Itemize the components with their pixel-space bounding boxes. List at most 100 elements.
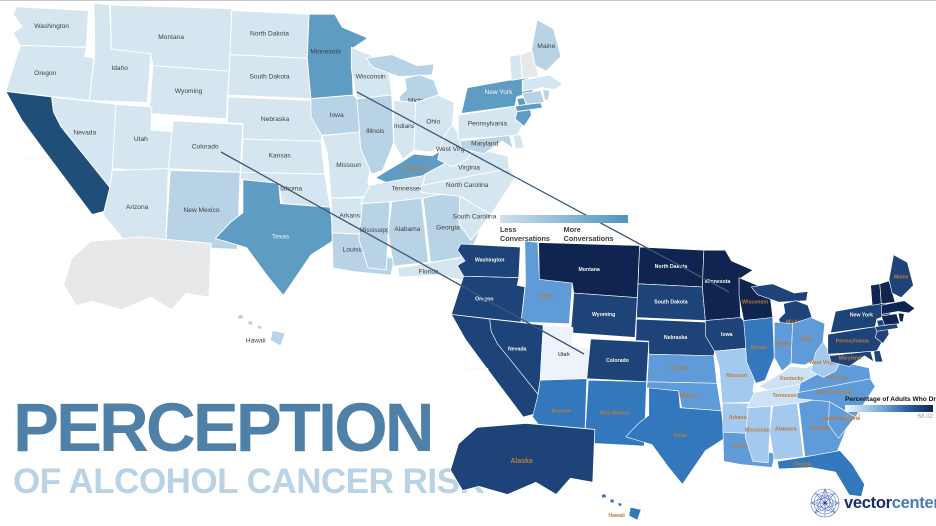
state-label-me: Maine bbox=[894, 274, 909, 280]
state-label-md: Maryland bbox=[839, 356, 862, 362]
state-label-ca: California bbox=[465, 367, 489, 373]
state-in bbox=[773, 321, 793, 372]
state-label-tx: Texas bbox=[272, 233, 290, 240]
state-label-ca: California bbox=[22, 154, 50, 161]
state-label-pa: Pennsylvania bbox=[836, 339, 869, 345]
state-label-id: Idaho bbox=[539, 293, 553, 299]
state-ct bbox=[521, 90, 545, 105]
state-tx bbox=[625, 387, 725, 485]
state-hi bbox=[628, 506, 642, 521]
state-label-tn: Tennessee bbox=[772, 393, 799, 399]
drinking-legend: Percentage of Adults Who Drink 26.62 68.… bbox=[845, 396, 936, 420]
state-mi bbox=[365, 54, 435, 78]
state-label-ok: Oklahoma bbox=[673, 393, 698, 399]
drinking-legend-gradient bbox=[845, 405, 933, 412]
state-label-mt: Montana bbox=[578, 267, 599, 273]
vectorcenter-logo: vectorcenter™ bbox=[809, 487, 936, 519]
state-hi bbox=[247, 319, 254, 326]
state-label-ks: Kansas bbox=[670, 366, 689, 372]
state-label-ia: Iowa bbox=[330, 112, 344, 119]
state-label-mo: Missouri bbox=[726, 373, 748, 379]
state-label-ak: Alaska bbox=[510, 458, 532, 465]
state-label-hi: Hawaii bbox=[608, 513, 625, 519]
state-label-co: Colorado bbox=[606, 358, 629, 364]
state-label-pa: Pennsylvania bbox=[468, 120, 508, 127]
state-label-nc: North Carolina bbox=[446, 182, 489, 189]
state-md bbox=[829, 350, 874, 367]
state-fl bbox=[776, 450, 865, 497]
vectorcenter-wordmark: vectorcenter™ bbox=[844, 494, 936, 513]
state-label-in: Indiana bbox=[394, 123, 416, 130]
state-label-id: Idaho bbox=[111, 65, 128, 72]
state-label-ga: Georgia bbox=[810, 425, 830, 431]
state-label-va: Virginia bbox=[458, 165, 480, 172]
state-label-wa: Washington bbox=[475, 258, 505, 264]
state-ak bbox=[449, 422, 596, 495]
state-label-ga: Georgia bbox=[436, 224, 460, 231]
state-label-la: Louisiana bbox=[732, 444, 756, 450]
title-block: PERCEPTION OF ALCOHOL CANCER RISK bbox=[13, 393, 485, 501]
state-label-il: Illinois bbox=[366, 128, 385, 135]
state-hi bbox=[257, 324, 263, 330]
state-label-nv: Nevada bbox=[73, 130, 96, 137]
state-label-nc: North Carolina bbox=[817, 390, 853, 396]
state-label-ks: Kansas bbox=[269, 153, 292, 160]
state-label-mt: Montana bbox=[158, 34, 184, 41]
state-label-co: Colorado bbox=[192, 143, 219, 150]
state-label-wy: Wyoming bbox=[175, 88, 203, 95]
state-label-ia: Iowa bbox=[721, 332, 733, 338]
state-label-tx: Texas bbox=[673, 433, 687, 439]
state-label-ny: New York bbox=[850, 313, 873, 319]
state-hi bbox=[617, 502, 623, 507]
state-il bbox=[743, 317, 775, 384]
state-label-ms: Mississippi bbox=[745, 427, 774, 433]
state-label-wv: West Virginia bbox=[809, 360, 842, 366]
state-label-or: Oregon bbox=[475, 297, 493, 303]
state-label-tn: Tennessee bbox=[391, 186, 423, 193]
state-label-sd: South Dakota bbox=[654, 300, 688, 306]
legend-more-label: More Conversations bbox=[563, 225, 614, 243]
state-me bbox=[888, 254, 914, 298]
state-label-hi: Hawaii bbox=[246, 337, 266, 344]
state-label-sc: South Carolina bbox=[823, 416, 860, 422]
drinking-legend-title: Percentage of Adults Who Drink bbox=[845, 396, 936, 403]
state-label-wa: Washington bbox=[34, 23, 69, 30]
state-label-il: Illinois bbox=[751, 345, 768, 351]
state-label-mn: Minnesota bbox=[705, 279, 731, 285]
state-label-wi: Wisconsin bbox=[356, 74, 386, 81]
state-label-wy: Wyoming bbox=[592, 312, 615, 318]
state-hi bbox=[236, 313, 245, 320]
state-label-ne: Nebraska bbox=[261, 116, 290, 123]
state-ms bbox=[744, 405, 772, 464]
state-label-nd: North Dakota bbox=[250, 30, 289, 37]
state-label-ar: Arkansas bbox=[729, 415, 752, 421]
state-label-ky: Kentucky bbox=[401, 165, 429, 172]
state-label-al: Alabama bbox=[394, 226, 420, 233]
state-label-nv: Nevada bbox=[508, 346, 527, 352]
state-hi bbox=[269, 329, 286, 347]
state-label-va: Virginia bbox=[828, 375, 847, 381]
state-label-or: Oregon bbox=[34, 70, 56, 77]
state-wa bbox=[12, 6, 89, 48]
state-label-az: Arizona bbox=[126, 204, 149, 211]
state-label-az: Arizona bbox=[551, 408, 570, 414]
state-hi bbox=[609, 498, 615, 503]
state-ma bbox=[881, 300, 916, 315]
state-de bbox=[512, 134, 525, 149]
page-subtitle: OF ALCOHOL CANCER RISK bbox=[13, 462, 485, 501]
state-label-nd: North Dakota bbox=[655, 264, 688, 270]
state-me bbox=[531, 19, 562, 72]
state-ct bbox=[881, 313, 901, 326]
state-label-ut: Utah bbox=[558, 352, 570, 358]
state-label-nm: New Mexico bbox=[184, 207, 220, 214]
state-ma bbox=[521, 74, 564, 92]
state-de bbox=[873, 350, 884, 363]
state-nh bbox=[879, 280, 896, 305]
state-al bbox=[769, 402, 804, 461]
state-id bbox=[88, 3, 152, 103]
state-label-ne: Nebraska bbox=[664, 335, 687, 341]
state-label-fl: Florida bbox=[418, 268, 439, 275]
state-hi bbox=[601, 493, 608, 499]
conversations-legend: Less Conversations More Conversations bbox=[500, 215, 628, 243]
